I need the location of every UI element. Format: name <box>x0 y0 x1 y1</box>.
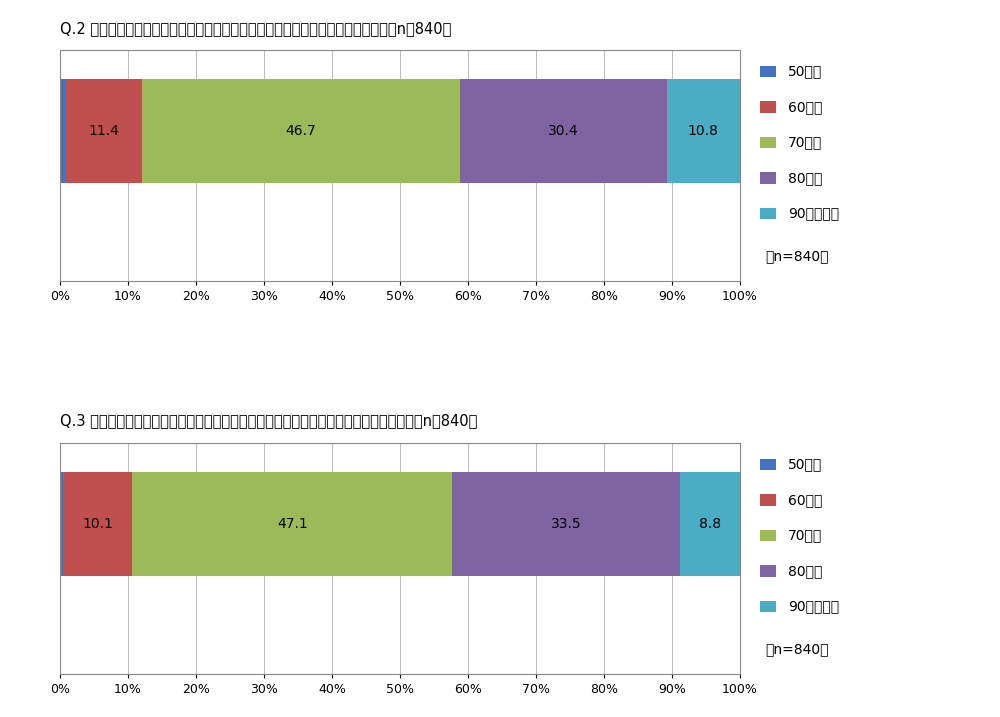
Text: 80歳代: 80歳代 <box>788 171 822 185</box>
Text: 90歳代以上: 90歳代以上 <box>788 599 839 614</box>
Bar <box>63 472 132 576</box>
Text: 30.4: 30.4 <box>548 124 579 138</box>
Bar <box>65 79 142 183</box>
Text: 47.1: 47.1 <box>277 517 308 531</box>
Bar <box>142 79 460 183</box>
Bar <box>460 79 667 183</box>
Bar <box>680 472 740 576</box>
Text: 33.5: 33.5 <box>551 517 582 531</box>
Text: （n=840）: （n=840） <box>765 642 828 656</box>
Bar <box>452 472 680 576</box>
Text: 11.4: 11.4 <box>88 124 119 138</box>
Text: 70歳代: 70歳代 <box>788 528 822 542</box>
Text: 10.8: 10.8 <box>688 124 719 138</box>
Text: 50歳代: 50歳代 <box>788 457 822 471</box>
Text: 70歳代: 70歳代 <box>788 136 822 150</box>
Text: 10.1: 10.1 <box>82 517 113 531</box>
Bar <box>132 472 452 576</box>
Text: Q.3 あなたが敦老しなければならないと感じる相手の年齢は何歳からだと思いますか？（n＝840）: Q.3 あなたが敦老しなければならないと感じる相手の年齢は何歳からだと思いますか… <box>60 414 477 429</box>
Bar <box>667 79 740 183</box>
Text: 60歳代: 60歳代 <box>788 100 822 114</box>
Bar <box>60 79 65 183</box>
Bar <box>60 472 63 576</box>
Text: 8.8: 8.8 <box>699 517 721 531</box>
Text: （n=840）: （n=840） <box>765 250 828 263</box>
Text: 60歳代: 60歳代 <box>788 493 822 507</box>
Text: 90歳代以上: 90歳代以上 <box>788 206 839 221</box>
Text: Q.2 あなたはいくつになったら敦老されたい／敦老されるべきだと思いますか？（n＝840）: Q.2 あなたはいくつになったら敦老されたい／敦老されるべきだと思いますか？（n… <box>60 21 451 36</box>
Text: 80歳代: 80歳代 <box>788 564 822 578</box>
Text: 46.7: 46.7 <box>286 124 316 138</box>
Text: 50歳代: 50歳代 <box>788 65 822 79</box>
